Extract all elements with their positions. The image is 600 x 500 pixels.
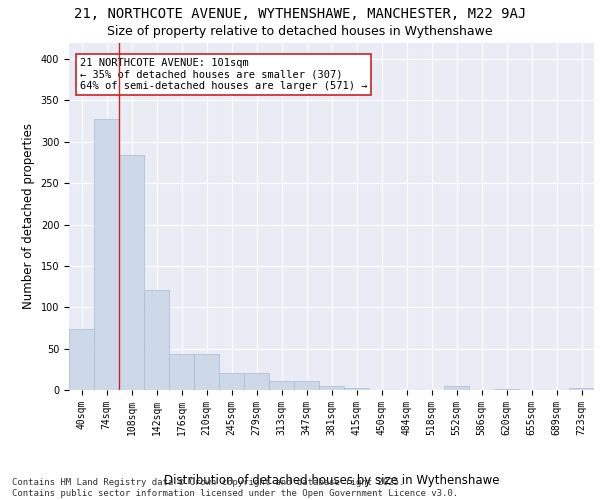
Bar bbox=[69, 329, 94, 390]
Bar bbox=[194, 354, 219, 390]
Bar bbox=[444, 386, 469, 390]
Text: 21 NORTHCOTE AVENUE: 101sqm
← 35% of detached houses are smaller (307)
64% of se: 21 NORTHCOTE AVENUE: 101sqm ← 35% of det… bbox=[79, 58, 367, 92]
Bar bbox=[294, 381, 319, 390]
Bar bbox=[269, 381, 294, 390]
Bar bbox=[144, 290, 169, 390]
Text: 21, NORTHCOTE AVENUE, WYTHENSHAWE, MANCHESTER, M22 9AJ: 21, NORTHCOTE AVENUE, WYTHENSHAWE, MANCH… bbox=[74, 8, 526, 22]
Bar bbox=[319, 386, 344, 390]
Bar bbox=[119, 155, 144, 390]
Bar bbox=[94, 118, 119, 390]
Bar bbox=[244, 372, 269, 390]
Bar bbox=[569, 388, 594, 390]
Bar bbox=[219, 372, 244, 390]
X-axis label: Distribution of detached houses by size in Wythenshawe: Distribution of detached houses by size … bbox=[164, 474, 499, 487]
Bar bbox=[344, 388, 369, 390]
Bar bbox=[494, 389, 519, 390]
Y-axis label: Number of detached properties: Number of detached properties bbox=[22, 123, 35, 309]
Text: Contains HM Land Registry data © Crown copyright and database right 2025.
Contai: Contains HM Land Registry data © Crown c… bbox=[12, 478, 458, 498]
Bar bbox=[169, 354, 194, 390]
Text: Size of property relative to detached houses in Wythenshawe: Size of property relative to detached ho… bbox=[107, 25, 493, 38]
